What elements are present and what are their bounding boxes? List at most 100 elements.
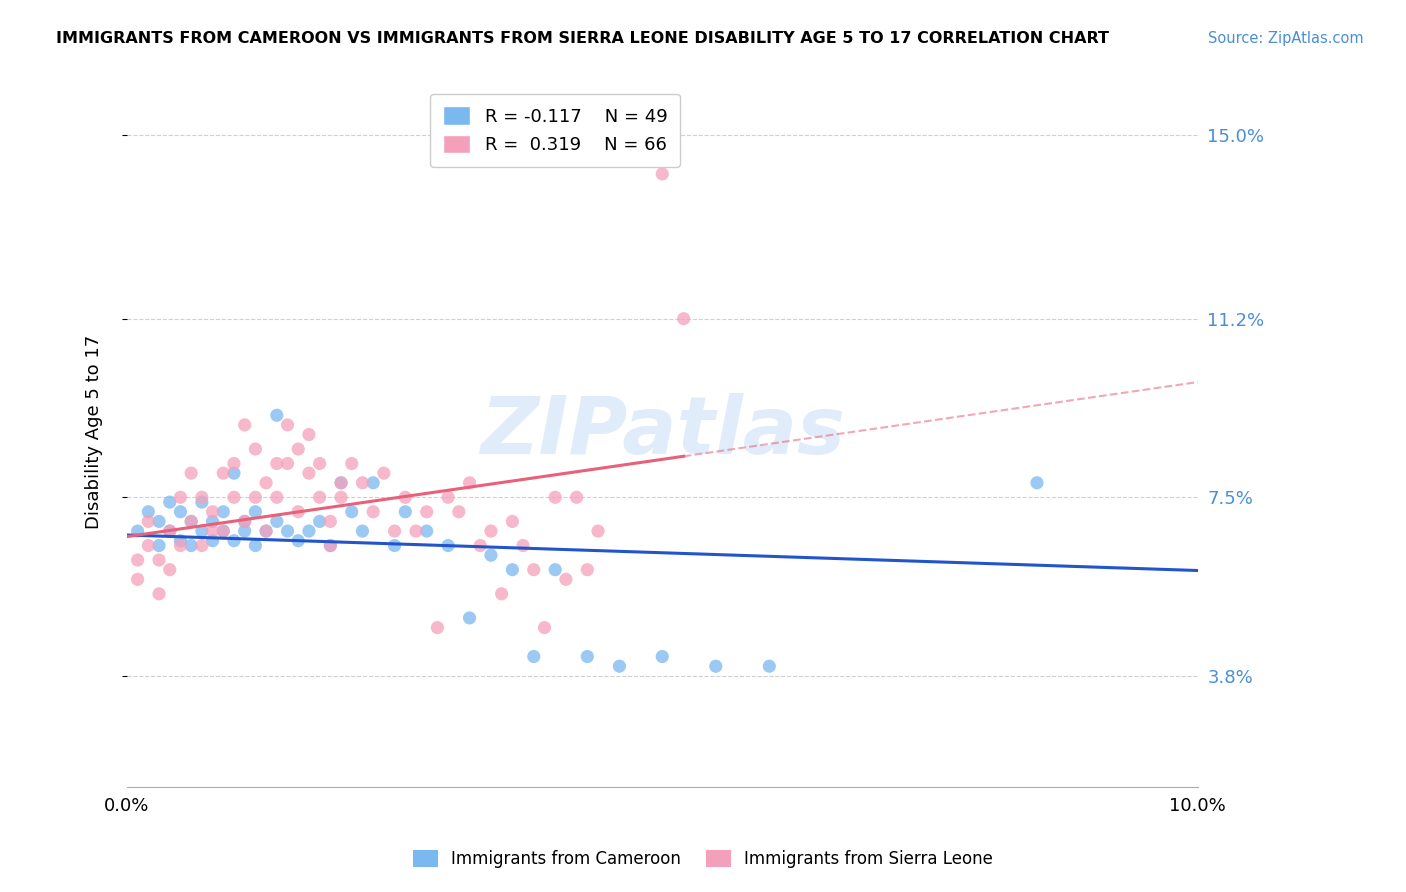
- Point: [222, 533, 245, 548]
- Point: [554, 572, 576, 586]
- Point: [159, 495, 181, 509]
- Point: [127, 553, 149, 567]
- Point: [212, 466, 235, 480]
- Point: [758, 659, 780, 673]
- Point: [361, 505, 384, 519]
- Point: [287, 442, 309, 456]
- Point: [254, 524, 277, 538]
- Point: [180, 466, 202, 480]
- Point: [308, 515, 330, 529]
- Point: [319, 539, 342, 553]
- Point: [458, 611, 481, 625]
- Point: [212, 524, 235, 538]
- Point: [308, 490, 330, 504]
- Text: IMMIGRANTS FROM CAMEROON VS IMMIGRANTS FROM SIERRA LEONE DISABILITY AGE 5 TO 17 : IMMIGRANTS FROM CAMEROON VS IMMIGRANTS F…: [56, 31, 1109, 46]
- Point: [340, 505, 363, 519]
- Point: [330, 475, 353, 490]
- Point: [426, 621, 449, 635]
- Text: ZIPatlas: ZIPatlas: [479, 393, 845, 471]
- Point: [191, 524, 214, 538]
- Point: [523, 649, 546, 664]
- Point: [523, 563, 546, 577]
- Point: [191, 539, 214, 553]
- Point: [544, 490, 567, 504]
- Point: [437, 539, 460, 553]
- Point: [458, 475, 481, 490]
- Point: [201, 515, 224, 529]
- Point: [127, 524, 149, 538]
- Point: [501, 563, 523, 577]
- Point: [287, 533, 309, 548]
- Point: [586, 524, 609, 538]
- Point: [222, 490, 245, 504]
- Point: [609, 659, 631, 673]
- Point: [136, 515, 159, 529]
- Point: [479, 548, 502, 562]
- Point: [533, 621, 555, 635]
- Point: [180, 515, 202, 529]
- Point: [330, 490, 353, 504]
- Point: [1026, 475, 1049, 490]
- Point: [512, 539, 534, 553]
- Point: [148, 587, 170, 601]
- Point: [191, 490, 214, 504]
- Point: [276, 524, 298, 538]
- Point: [501, 515, 523, 529]
- Point: [136, 505, 159, 519]
- Point: [361, 475, 384, 490]
- Point: [287, 505, 309, 519]
- Point: [159, 563, 181, 577]
- Point: [479, 524, 502, 538]
- Point: [340, 457, 363, 471]
- Point: [544, 563, 567, 577]
- Point: [159, 524, 181, 538]
- Point: [233, 515, 256, 529]
- Point: [266, 409, 288, 423]
- Point: [651, 649, 673, 664]
- Point: [319, 539, 342, 553]
- Point: [233, 515, 256, 529]
- Point: [245, 505, 267, 519]
- Point: [447, 505, 470, 519]
- Point: [266, 515, 288, 529]
- Point: [415, 505, 437, 519]
- Point: [233, 524, 256, 538]
- Point: [212, 505, 235, 519]
- Legend: R = -0.117    N = 49, R =  0.319    N = 66: R = -0.117 N = 49, R = 0.319 N = 66: [430, 94, 681, 167]
- Point: [212, 524, 235, 538]
- Point: [470, 539, 492, 553]
- Point: [233, 417, 256, 432]
- Point: [169, 533, 191, 548]
- Point: [254, 475, 277, 490]
- Point: [222, 457, 245, 471]
- Point: [491, 587, 513, 601]
- Point: [276, 457, 298, 471]
- Point: [651, 167, 673, 181]
- Point: [330, 475, 353, 490]
- Point: [384, 539, 406, 553]
- Point: [276, 417, 298, 432]
- Point: [201, 524, 224, 538]
- Point: [298, 524, 321, 538]
- Point: [576, 563, 599, 577]
- Point: [352, 524, 374, 538]
- Y-axis label: Disability Age 5 to 17: Disability Age 5 to 17: [86, 335, 103, 529]
- Point: [201, 533, 224, 548]
- Point: [298, 427, 321, 442]
- Point: [405, 524, 427, 538]
- Point: [148, 515, 170, 529]
- Text: Source: ZipAtlas.com: Source: ZipAtlas.com: [1208, 31, 1364, 46]
- Point: [127, 572, 149, 586]
- Point: [394, 490, 416, 504]
- Point: [308, 457, 330, 471]
- Point: [704, 659, 727, 673]
- Point: [266, 490, 288, 504]
- Point: [245, 539, 267, 553]
- Point: [394, 505, 416, 519]
- Point: [180, 539, 202, 553]
- Point: [266, 457, 288, 471]
- Point: [191, 495, 214, 509]
- Point: [222, 466, 245, 480]
- Point: [245, 442, 267, 456]
- Point: [169, 490, 191, 504]
